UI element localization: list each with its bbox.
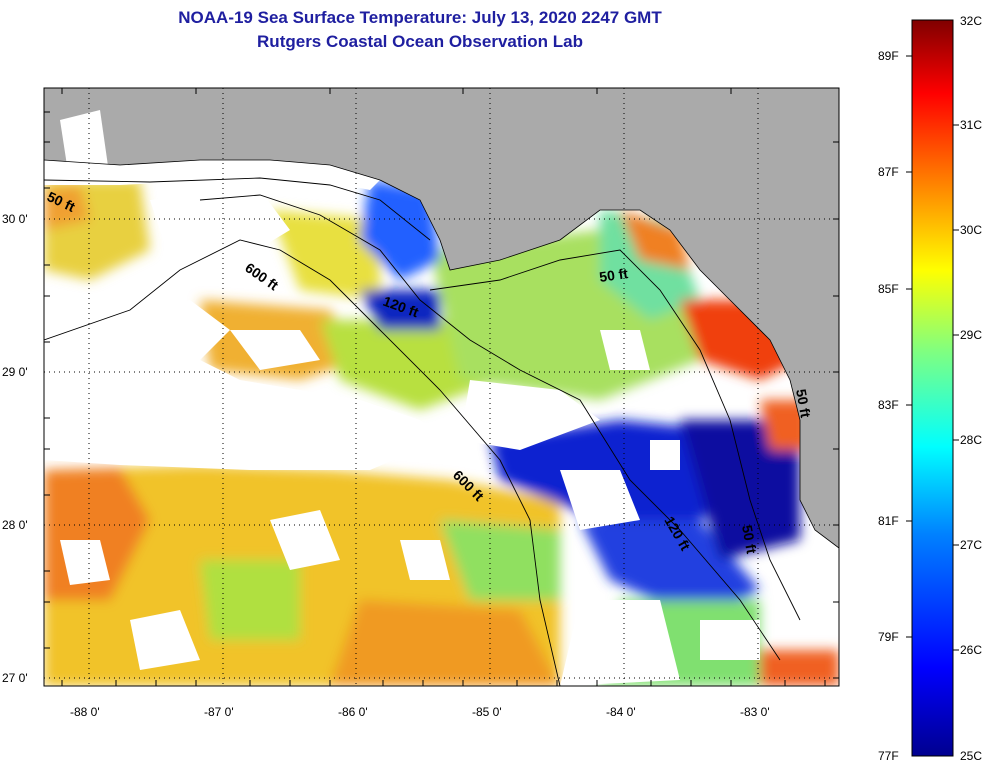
lon-label: -83 0' [740,705,770,719]
celsius-label: 27C [960,538,982,552]
fahrenheit-label: 83F [878,398,899,412]
color-bar: 89F 87F 85F 83F 81F 79F 77F 32C 31C 30C … [878,14,982,763]
coastline [44,159,839,549]
cloud-mask [44,190,760,686]
lat-label: 29 0' [2,365,28,379]
celsius-labels: 32C 31C 30C 29C 28C 27C 26C 25C [960,14,982,763]
contour-120ft [199,194,781,661]
fahrenheit-label: 89F [878,49,899,63]
celsius-label: 31C [960,118,982,132]
fahrenheit-label: 85F [878,282,899,296]
contour-50ft-east [429,249,801,621]
lon-label: -84 0' [606,705,636,719]
map-ticks [44,88,839,686]
contour-600ft [44,239,561,686]
celsius-label: 32C [960,14,982,28]
contour-50ft-west [44,177,431,241]
celsius-label: 30C [960,223,982,237]
lat-label: 28 0' [2,518,28,532]
map-title: NOAA-19 Sea Surface Temperature: July 13… [178,8,662,27]
fahrenheit-label: 81F [878,514,899,528]
lon-label: -87 0' [204,705,234,719]
map-frame [43,87,840,687]
bathymetry-contours [44,177,801,686]
fahrenheit-label: 79F [878,630,899,644]
map-subtitle: Rutgers Coastal Ocean Observation Lab [257,32,583,51]
fahrenheit-label: 87F [878,165,899,179]
celsius-label: 25C [960,749,982,763]
contour-label: 50 ft [598,265,629,285]
lat-label: 30 0' [2,212,28,226]
sst-map: 50 ft 600 ft 120 ft 50 ft 600 ft 120 ft … [44,88,839,686]
nearshore-no-data [44,160,380,190]
color-bar-gradient [911,19,954,757]
celsius-label: 26C [960,643,982,657]
longitude-labels: -88 0' -87 0' -86 0' -85 0' -84 0' -83 0… [70,705,770,719]
contour-label: 50 ft [793,388,814,419]
lon-label: -88 0' [70,705,100,719]
lon-label: -86 0' [338,705,368,719]
color-bar-ticks [906,55,959,651]
celsius-label: 29C [960,328,982,342]
lat-label: 27 0' [2,671,28,685]
celsius-label: 28C [960,433,982,447]
lon-label: -85 0' [472,705,502,719]
land-mass [44,88,839,548]
latitude-labels: 30 0' 29 0' 28 0' 27 0' [2,212,28,685]
fahrenheit-label: 77F [878,749,899,763]
fahrenheit-labels: 89F 87F 85F 83F 81F 79F 77F [878,49,899,763]
bay-no-data [60,110,110,185]
contour-label: 50 ft [739,524,760,555]
